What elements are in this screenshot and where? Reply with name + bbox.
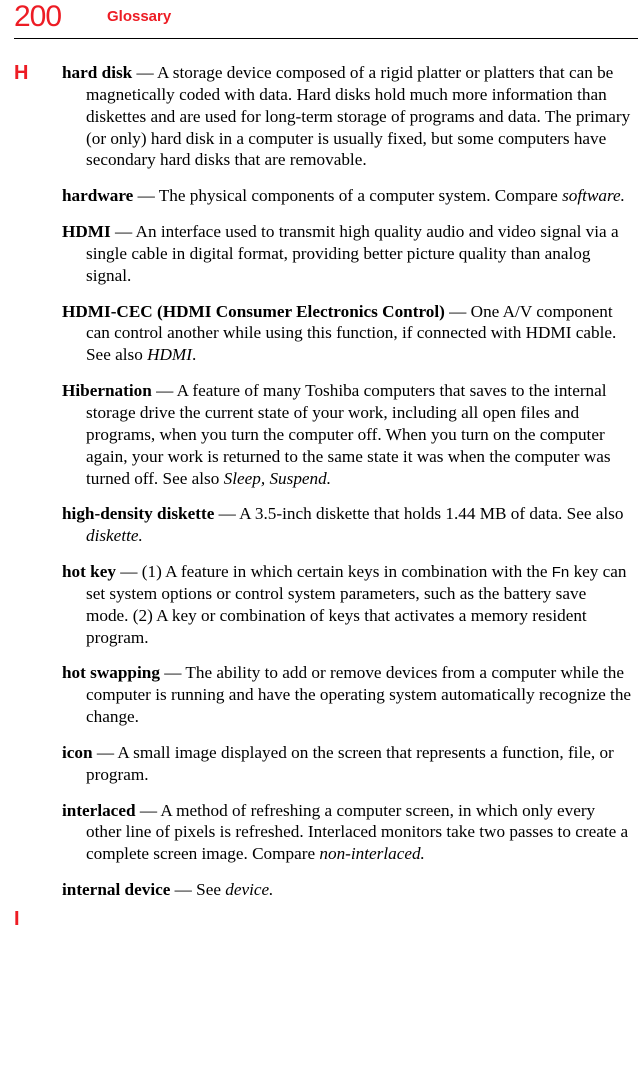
glossary-entry: hardware — The physical components of a …	[62, 185, 632, 207]
glossary-term: hardware	[62, 186, 133, 205]
page-number: 200	[14, 0, 61, 34]
glossary-body-pre: — (1) A feature in which certain keys in…	[116, 562, 552, 581]
glossary-body: — See	[170, 880, 225, 899]
glossary-entry: hot swapping — The ability to add or rem…	[62, 662, 632, 728]
glossary-body: — A small image displayed on the screen …	[86, 743, 614, 784]
glossary-xref: non-interlaced.	[319, 844, 424, 863]
header-rule	[14, 38, 638, 39]
glossary-xref: software.	[562, 186, 625, 205]
glossary-body: — The ability to add or remove devices f…	[86, 663, 631, 726]
letter-marker-h: H	[14, 62, 28, 85]
glossary-term: Hibernation	[62, 381, 152, 400]
glossary-term: internal device	[62, 880, 170, 899]
glossary-xref: Sleep, Suspend.	[224, 469, 331, 488]
glossary-xref: device.	[225, 880, 273, 899]
glossary-term: hard disk	[62, 63, 132, 82]
keycap: Fn	[552, 564, 570, 581]
section-title: Glossary	[107, 8, 171, 25]
glossary-term: hot swapping	[62, 663, 160, 682]
glossary-term: hot key	[62, 562, 116, 581]
glossary-term: icon	[62, 743, 93, 762]
glossary-entry: HDMI-CEC (HDMI Consumer Electronics Cont…	[62, 301, 632, 367]
glossary-content: H I hard disk — A storage device compose…	[62, 62, 632, 915]
glossary-body: — The physical components of a computer …	[133, 186, 562, 205]
glossary-body: — A 3.5-inch diskette that holds 1.44 MB…	[214, 504, 623, 523]
glossary-entry: high-density diskette — A 3.5-inch diske…	[62, 503, 632, 547]
glossary-xref: HDMI	[147, 345, 192, 364]
glossary-xref: diskette.	[86, 526, 143, 545]
glossary-entry: HDMI — An interface used to transmit hig…	[62, 221, 632, 287]
glossary-term: interlaced	[62, 801, 136, 820]
glossary-term: HDMI	[62, 222, 111, 241]
glossary-entry: Hibernation — A feature of many Toshiba …	[62, 380, 632, 489]
page-header: 200 Glossary	[0, 4, 638, 38]
letter-marker-i: I	[14, 908, 20, 931]
glossary-body: — An interface used to transmit high qua…	[86, 222, 619, 285]
glossary-body: — A feature of many Toshiba computers th…	[86, 381, 611, 487]
glossary-term: HDMI-CEC (HDMI Consumer Electronics Cont…	[62, 302, 445, 321]
glossary-entry: icon — A small image displayed on the sc…	[62, 742, 632, 786]
glossary-body: — A storage device composed of a rigid p…	[86, 63, 630, 169]
glossary-tail: .	[192, 345, 196, 364]
glossary-term: high-density diskette	[62, 504, 214, 523]
glossary-entry: internal device — See device.	[62, 879, 632, 901]
glossary-entry: hot key — (1) A feature in which certain…	[62, 561, 632, 648]
glossary-entry: interlaced — A method of refreshing a co…	[62, 800, 632, 866]
glossary-entry: hard disk — A storage device composed of…	[62, 62, 632, 171]
